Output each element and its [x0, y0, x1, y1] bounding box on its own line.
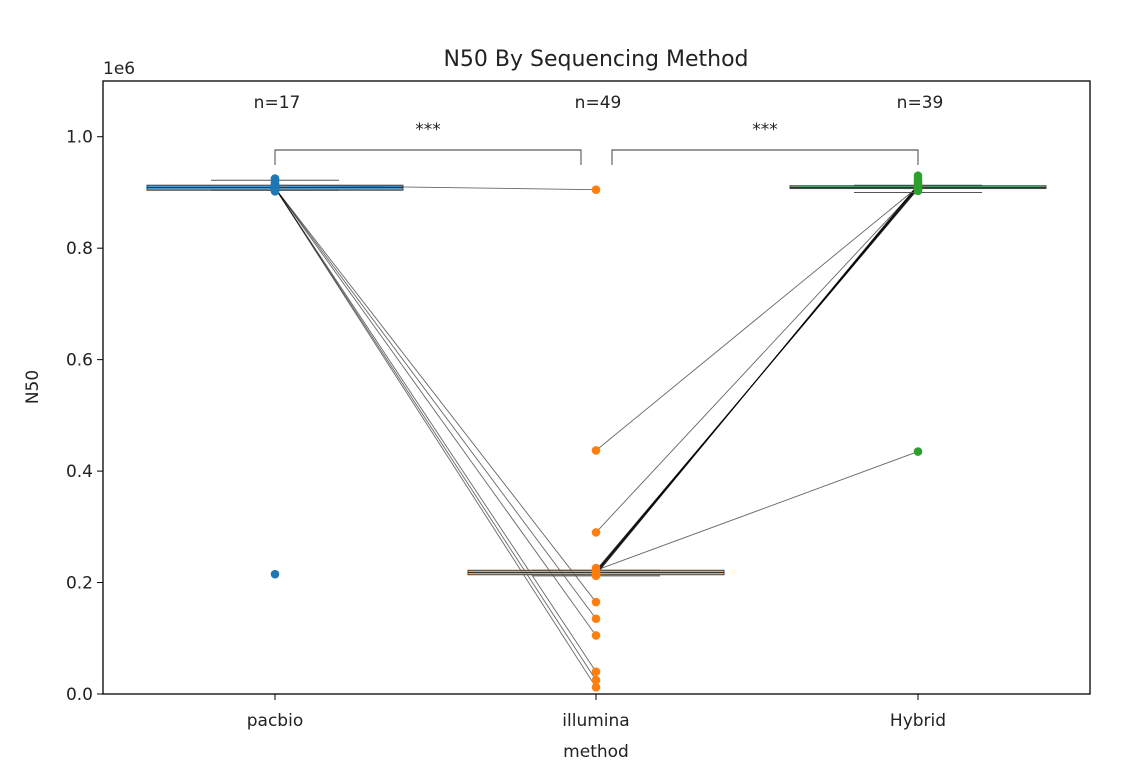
data-point-illumina — [591, 631, 601, 640]
paired-line — [595, 184, 919, 576]
y-tick-label: 0.4 — [66, 462, 93, 482]
x-tick-label: Hybrid — [890, 711, 946, 731]
data-point-illumina — [591, 185, 601, 194]
y-axis-label: N50 — [23, 370, 43, 404]
y-tick-label: 0.2 — [66, 574, 93, 594]
data-point-Hybrid — [913, 186, 923, 196]
box-plots — [146, 179, 1047, 577]
y-offset-label: 1e6 — [103, 59, 135, 79]
data-point-illumina — [591, 597, 601, 607]
paired-line — [595, 186, 919, 533]
y-tick-label: 0.6 — [66, 351, 93, 371]
data-points — [270, 171, 923, 692]
paired-line — [595, 451, 919, 571]
data-point-illumina — [591, 675, 601, 685]
significance-label: *** — [415, 120, 441, 140]
data-point-illumina — [591, 571, 601, 581]
annotations: n=17 n=49 n=39 *** *** — [254, 93, 944, 165]
data-point-illumina — [591, 614, 601, 624]
significance-bracket — [274, 149, 582, 165]
y-tick-label: 1.0 — [66, 128, 93, 148]
data-point-illumina — [591, 446, 601, 455]
y-tick-label: 0.0 — [66, 685, 93, 705]
data-point-pacbio — [270, 187, 280, 196]
paired-line — [274, 187, 597, 681]
chart-title: N50 By Sequencing Method — [443, 47, 748, 72]
significance-bracket — [611, 149, 919, 165]
count-label: n=39 — [897, 93, 944, 113]
y-tick-label: 0.8 — [66, 239, 93, 259]
data-point-illumina — [591, 683, 601, 692]
x-tick-label: pacbio — [247, 711, 303, 731]
data-point-illumina — [591, 528, 601, 537]
paired-line — [274, 187, 597, 636]
data-point-pacbio — [270, 569, 280, 579]
data-point-illumina — [591, 667, 601, 677]
paired-line — [274, 187, 597, 603]
paired-lines — [274, 184, 919, 688]
significance-label: *** — [752, 120, 778, 140]
count-label: n=17 — [254, 93, 301, 113]
paired-line — [274, 187, 597, 688]
paired-line — [274, 187, 597, 620]
data-point-Hybrid — [913, 447, 923, 456]
x-axis-label: method — [563, 742, 629, 762]
count-label: n=49 — [575, 93, 622, 113]
paired-line — [595, 186, 919, 451]
x-tick-label: illumina — [562, 711, 629, 731]
axes: 0.0 0.2 0.4 0.6 0.8 1.0 pacbio illumina Hybrid — [66, 128, 946, 731]
paired-line — [274, 187, 597, 672]
